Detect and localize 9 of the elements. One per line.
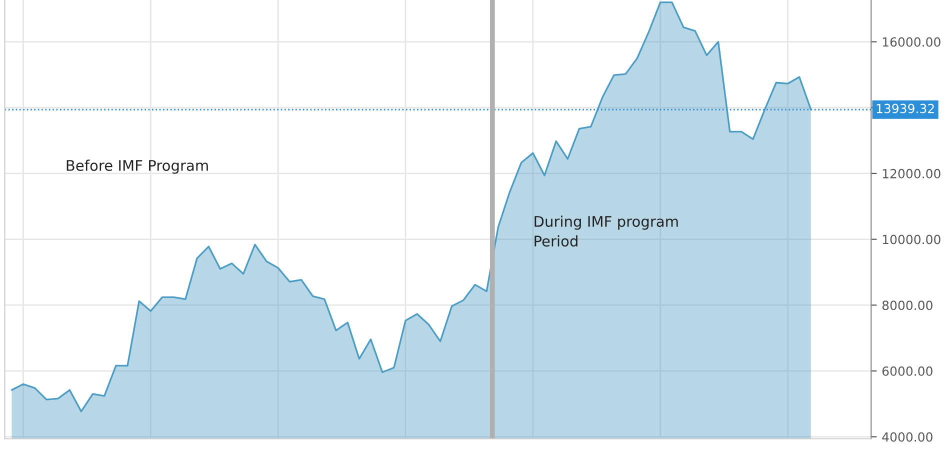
y-tick-label: 4000.00 [882, 432, 932, 442]
y-tick-label: 10000.00 [882, 234, 940, 244]
annotation: During IMF program Period [534, 216, 678, 247]
y-tick-label: 8000.00 [882, 300, 932, 310]
y-tick-label: 16000.00 [882, 37, 940, 47]
y-tick-label: 6000.00 [882, 366, 932, 376]
ref-line-label: 13939.32 [876, 104, 934, 114]
annotation: Before IMF Program [66, 160, 208, 174]
y-tick-label: 12000.00 [882, 168, 940, 178]
